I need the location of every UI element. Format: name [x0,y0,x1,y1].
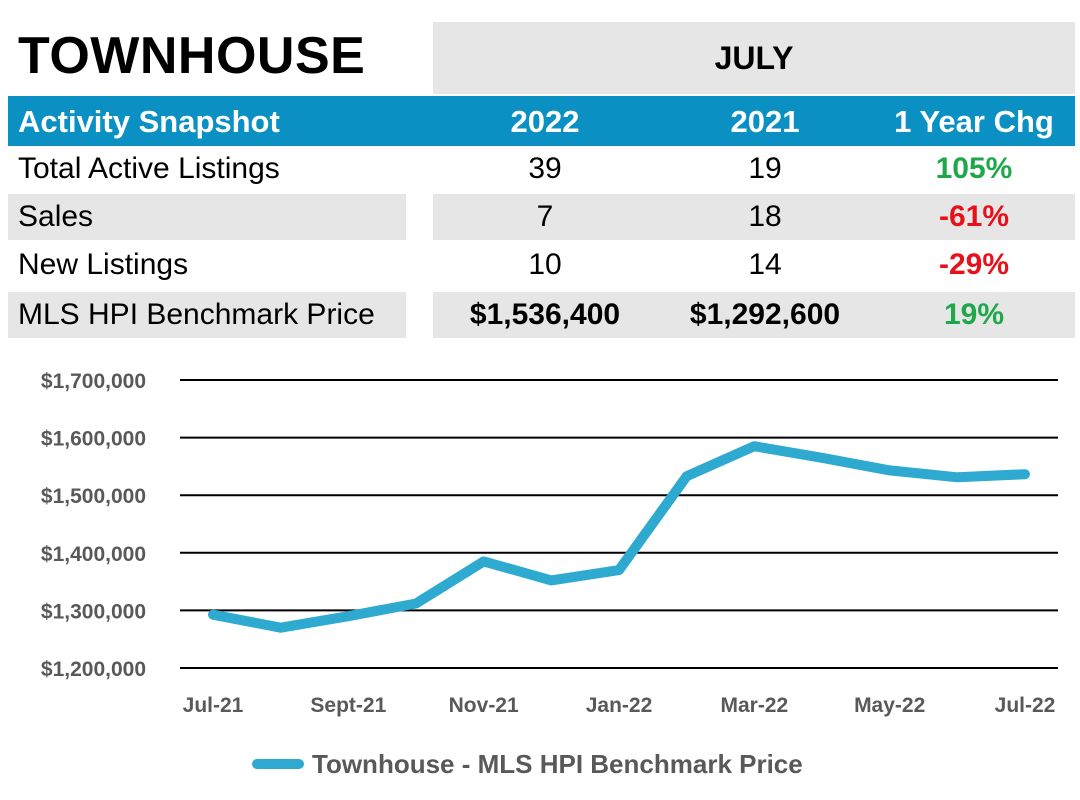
row-label: MLS HPI Benchmark Price [18,298,375,331]
y-tick-label: $1,300,000 [41,600,146,623]
row-change: 19% [943,298,1005,331]
row-value-2021: 14 [748,248,782,281]
table-row: MLS HPI Benchmark Price $1,536,400 $1,29… [8,292,1075,338]
data-point [956,476,959,479]
x-tick-label: Jul-21 [183,694,244,717]
data-point [212,613,214,616]
series-line [208,441,1030,633]
x-tick-label: Mar-22 [720,694,788,717]
data-point [618,569,620,572]
data-point [347,615,350,618]
x-tick-label: May-22 [854,694,925,717]
data-point [821,456,823,459]
y-tick-label: $1,400,000 [41,543,146,566]
header-label: Activity Snapshot [18,104,280,139]
data-point [482,560,485,563]
data-point [753,445,756,448]
page-title: TOWNHOUSE [18,27,366,85]
row-change: 105% [935,152,1013,185]
y-tick-label: $1,700,000 [41,370,146,393]
row-value-2022: $1,536,400 [469,298,621,331]
row-value-2021: 18 [748,200,782,233]
benchmark-price-line-chart: $1,700,000 $1,600,000 $1,500,000 $1,400,000… [41,370,1058,717]
header-col-change: 1 Year Chg [894,104,1054,139]
row-value-2022: 39 [528,152,562,185]
x-tick-label: Jan-22 [586,694,653,717]
legend-label: Townhouse - MLS HPI Benchmark Price [312,748,803,779]
data-point [888,469,891,472]
legend-swatch [252,759,304,769]
row-label: Sales [18,200,94,233]
row-change: -29% [938,248,1010,281]
row-label: Total Active Listings [18,152,280,185]
y-tick-label: $1,500,000 [41,485,146,508]
header-col-2022: 2022 [510,104,580,139]
header-col-2021: 2021 [730,104,800,139]
data-point [1024,473,1026,476]
row-label: New Listings [18,248,189,281]
month-label: JULY [714,39,794,76]
y-tick-label: $1,200,000 [41,658,146,681]
table-row: New Listings 10 14 -29% [8,242,1075,288]
data-point [279,626,282,629]
x-tick-label: Jul-22 [995,694,1056,717]
x-tick-label: Sept-21 [310,694,386,717]
row-value-2021: $1,292,600 [689,298,841,331]
data-point [415,602,417,605]
row-value-2021: 19 [748,152,782,185]
month-header: JULY [433,22,1075,94]
table-header: Activity Snapshot 2022 2021 1 Year Chg [8,96,1075,146]
x-tick-label: Nov-21 [449,694,519,717]
table-row: Sales 7 18 -61% [8,194,1075,240]
table-row: Total Active Listings 39 19 105% [8,146,1075,192]
data-point [550,579,553,582]
y-tick-label: $1,600,000 [41,428,146,451]
chart-legend: Townhouse - MLS HPI Benchmark Price [252,742,803,786]
data-point [685,475,688,478]
row-change: -61% [938,200,1010,233]
row-value-2022: 10 [528,248,562,281]
row-value-2022: 7 [536,200,554,233]
